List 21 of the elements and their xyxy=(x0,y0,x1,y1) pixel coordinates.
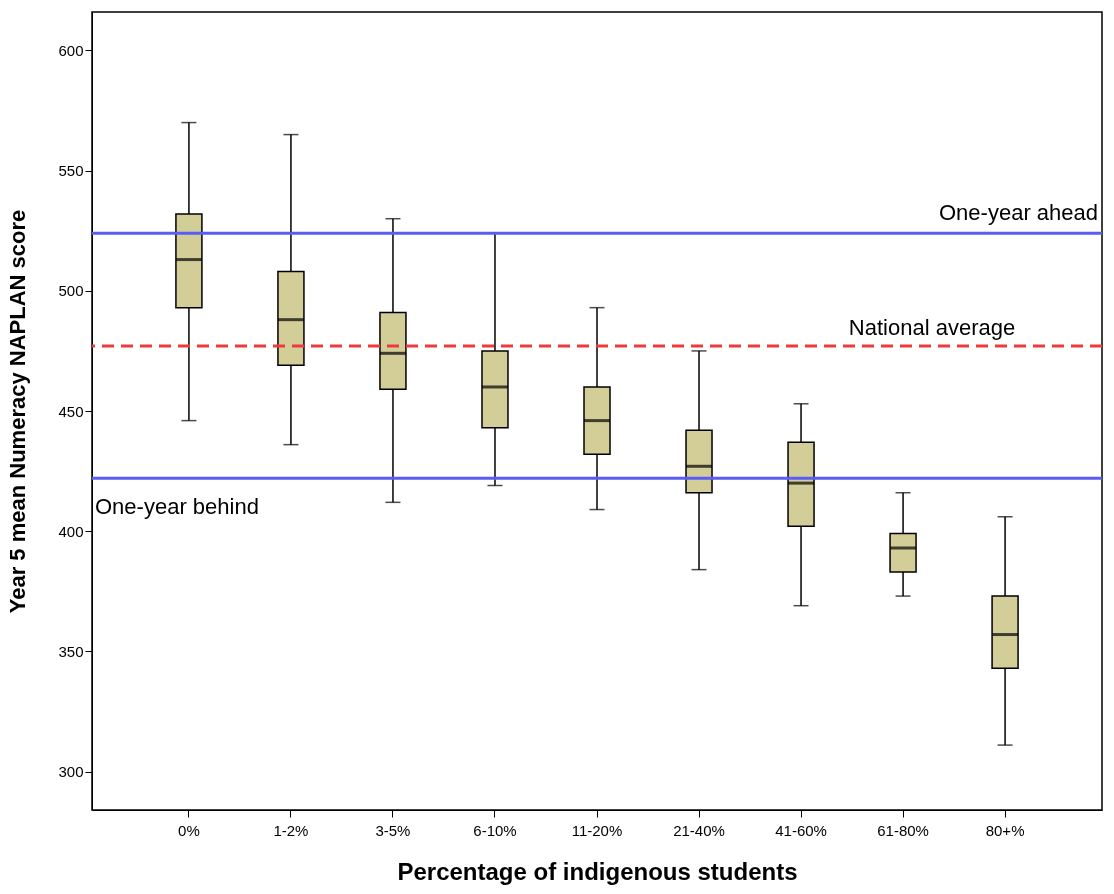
ref-line-label: National average xyxy=(848,315,1016,341)
x-tick-label: 61-80% xyxy=(877,821,929,839)
x-tick-label: 80+% xyxy=(985,821,1025,839)
y-axis-title: Year 5 mean Numeracy NAPLAN score xyxy=(5,209,31,614)
y-tick-label: 400 xyxy=(58,522,84,540)
x-tick-label: 21-40% xyxy=(673,821,725,839)
ref-line-label: One-year ahead xyxy=(939,200,1098,226)
x-tick-label: 41-60% xyxy=(775,821,827,839)
y-tick-label: 350 xyxy=(58,642,84,660)
x-tick-label: 0% xyxy=(178,821,200,839)
x-axis-title: Percentage of indigenous students xyxy=(397,857,798,885)
ref-line-label: One-year behind xyxy=(95,494,259,520)
y-tick-label: 300 xyxy=(58,763,84,781)
x-tick-label: 3-5% xyxy=(375,821,411,839)
x-tick-label: 1-2% xyxy=(273,821,309,839)
x-tick-label: 11-20% xyxy=(571,821,623,839)
y-tick-label: 500 xyxy=(58,282,84,300)
y-tick-label: 450 xyxy=(58,402,84,420)
x-tick-label: 6-10% xyxy=(473,821,517,839)
y-tick-label: 550 xyxy=(58,162,84,180)
y-tick-label: 600 xyxy=(58,41,84,59)
